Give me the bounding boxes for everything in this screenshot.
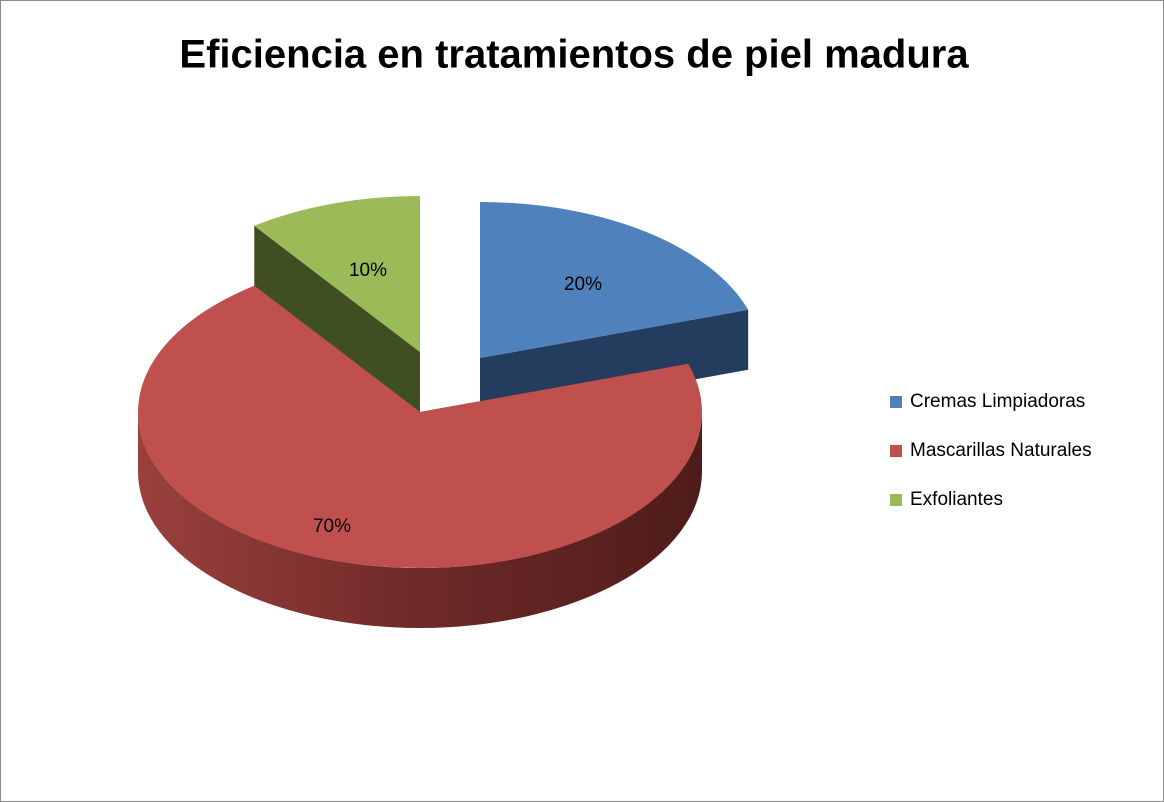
slice bbox=[480, 202, 749, 358]
chart-title: Eficiencia en tratamientos de piel madur… bbox=[179, 33, 969, 77]
legend-label: Exfoliantes bbox=[910, 489, 1003, 510]
legend-swatch bbox=[890, 445, 902, 457]
slice bbox=[254, 196, 420, 352]
legend-label: Cremas Limpiadoras bbox=[910, 391, 1085, 412]
data-label: 20% bbox=[564, 274, 602, 295]
legend-swatch bbox=[890, 396, 902, 408]
data-label: 70% bbox=[313, 516, 351, 537]
slice bbox=[138, 285, 703, 568]
legend-label: Mascarillas Naturales bbox=[910, 440, 1092, 461]
slice-wall bbox=[138, 412, 702, 628]
legend-swatch bbox=[890, 494, 902, 506]
data-label: 10% bbox=[349, 260, 387, 281]
slice-side bbox=[254, 225, 420, 412]
